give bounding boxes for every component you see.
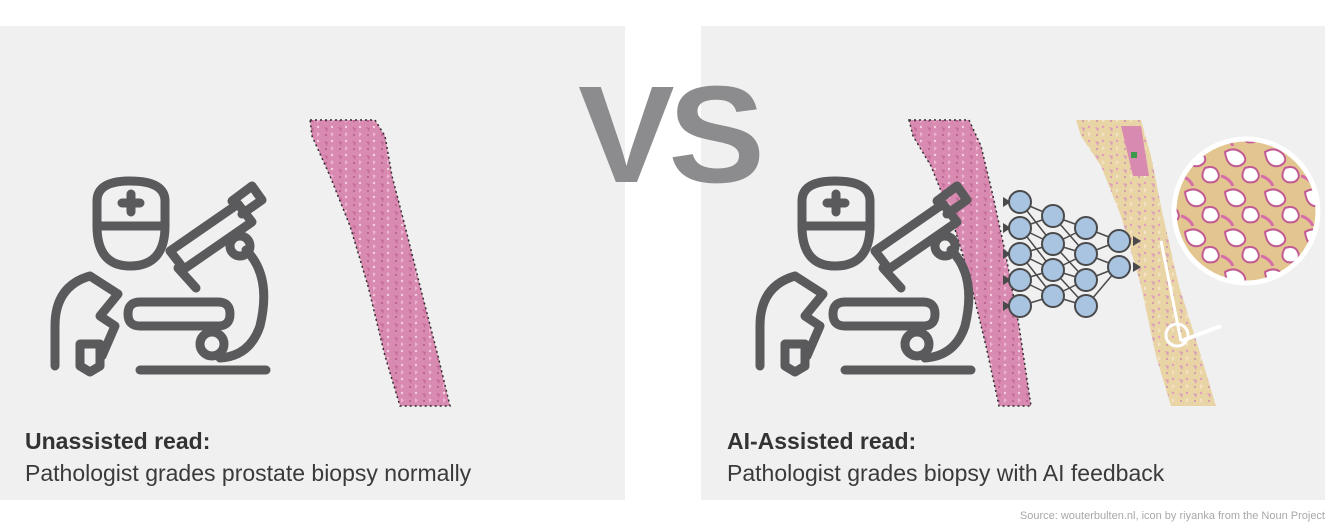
unassisted-title: Unassisted read: bbox=[25, 428, 211, 454]
unassisted-caption: Unassisted read: Pathologist grades pros… bbox=[25, 426, 471, 490]
source-credit: Source: wouterbulten.nl, icon by riyanka… bbox=[1019, 510, 1325, 522]
ai-assisted-title: AI-Assisted read: bbox=[727, 428, 917, 454]
microscope-icon bbox=[123, 181, 271, 375]
neural-network-icon bbox=[1003, 190, 1141, 318]
magnifier-icon bbox=[1159, 136, 1321, 348]
unassisted-description: Pathologist grades prostate biopsy norma… bbox=[25, 460, 472, 486]
ai-assisted-illustration bbox=[755, 119, 1321, 407]
pathologist-icon bbox=[755, 176, 875, 377]
versus-label: VS bbox=[578, 58, 765, 212]
ai-assisted-caption: AI-Assisted read: Pathologist grades bio… bbox=[727, 426, 1164, 490]
unassisted-illustration bbox=[50, 119, 451, 407]
unassisted-panel: Unassisted read: Pathologist grades pros… bbox=[0, 26, 625, 500]
biopsy-tissue-strip bbox=[309, 119, 451, 407]
biopsy-tissue-strip bbox=[908, 119, 1032, 407]
microscope-icon bbox=[828, 181, 976, 375]
ai-assisted-description: Pathologist grades biopsy with AI feedba… bbox=[727, 460, 1165, 486]
ai-assisted-panel: AI-Assisted read: Pathologist grades bio… bbox=[701, 26, 1325, 500]
pathologist-icon bbox=[50, 176, 170, 377]
